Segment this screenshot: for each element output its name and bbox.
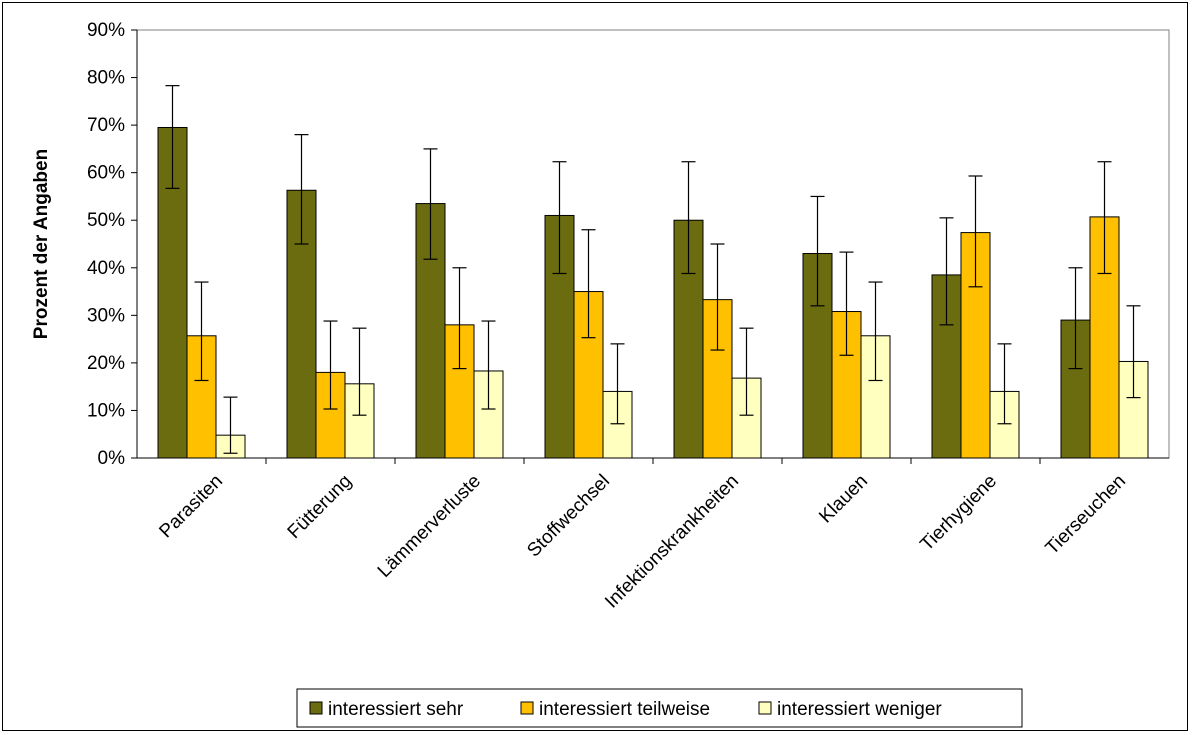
y-tick-label: 10% [87, 400, 125, 421]
y-tick-label: 0% [98, 448, 126, 469]
legend-swatch [758, 701, 772, 715]
y-tick-label: 90% [87, 20, 125, 41]
y-tick-label: 80% [87, 68, 125, 89]
legend-label: interessiert weniger [777, 699, 942, 720]
category-label: Parasiten [155, 471, 227, 543]
legend-label: interessiert teilweise [539, 699, 710, 720]
y-tick-label: 70% [87, 115, 125, 136]
y-tick-label: 40% [87, 258, 125, 279]
category-label: Infektionskrankheiten [601, 471, 743, 613]
legend-swatch [520, 701, 534, 715]
category-label: Tierseuchen [1042, 471, 1130, 559]
legend-swatch [309, 701, 323, 715]
y-tick-label: 60% [87, 163, 125, 184]
category-label: Stoffwechsel [523, 471, 614, 562]
category-label: Tierhygiene [916, 471, 1001, 556]
category-label: Fütterung [284, 471, 356, 543]
y-tick-label: 20% [87, 353, 125, 374]
category-label: Klauen [815, 471, 872, 528]
legend-label: interessiert sehr [328, 699, 464, 720]
bar [344, 383, 375, 459]
y-tick-label: 50% [87, 210, 125, 231]
y-tick-label: 30% [87, 305, 125, 326]
category-label: Lämmerverluste [374, 471, 485, 582]
legend [296, 688, 1023, 728]
y-axis-title: Prozent der Angaben [31, 149, 52, 339]
